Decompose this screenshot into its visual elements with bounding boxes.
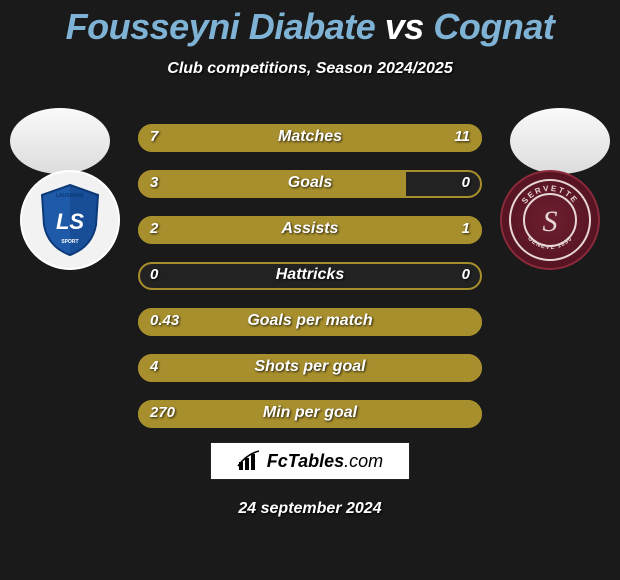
title-player1: Fousseyni Diabate xyxy=(66,6,376,47)
avatar-player2 xyxy=(510,108,610,174)
stat-row: 0.43Goals per match xyxy=(138,308,482,336)
stat-label: Hattricks xyxy=(138,266,482,284)
logo-brand: FcTables xyxy=(267,451,344,471)
stat-label: Goals xyxy=(138,174,482,192)
club-badge-right: SERVETTE GENEVE 1890 S xyxy=(500,170,600,270)
svg-text:SPORT: SPORT xyxy=(61,239,78,245)
logo-text: FcTables.com xyxy=(267,451,383,472)
stat-label: Matches xyxy=(138,128,482,146)
stat-row: 270Min per goal xyxy=(138,400,482,428)
title-vs: vs xyxy=(385,6,424,47)
avatar-player1 xyxy=(10,108,110,174)
stat-row: 21Assists xyxy=(138,216,482,244)
svg-text:LS: LS xyxy=(56,209,84,234)
stat-label: Shots per goal xyxy=(138,358,482,376)
chart-icon xyxy=(237,450,263,472)
svg-text:S: S xyxy=(543,205,558,238)
date-text: 24 september 2024 xyxy=(0,500,620,518)
site-logo: FcTables.com xyxy=(210,442,410,480)
stat-row: 30Goals xyxy=(138,170,482,198)
servette-badge-icon: SERVETTE GENEVE 1890 S xyxy=(505,175,595,265)
page-title: Fousseyni Diabate vs Cognat xyxy=(0,0,620,48)
logo-tld: .com xyxy=(344,451,383,471)
stat-row: 711Matches xyxy=(138,124,482,152)
stat-row: 00Hattricks xyxy=(138,262,482,290)
stat-row: 4Shots per goal xyxy=(138,354,482,382)
svg-text:LAUSANNE: LAUSANNE xyxy=(56,193,84,199)
stat-label: Goals per match xyxy=(138,312,482,330)
stats-panel: 711Matches 30Goals 21Assists 00Hattricks 0.4… xyxy=(138,124,482,446)
club-badge-left: LAUSANNE LS SPORT xyxy=(20,170,120,270)
stat-label: Assists xyxy=(138,220,482,238)
subtitle: Club competitions, Season 2024/2025 xyxy=(0,60,620,78)
lausanne-shield-icon: LAUSANNE LS SPORT xyxy=(38,183,102,257)
title-player2: Cognat xyxy=(433,6,554,47)
stat-label: Min per goal xyxy=(138,404,482,422)
